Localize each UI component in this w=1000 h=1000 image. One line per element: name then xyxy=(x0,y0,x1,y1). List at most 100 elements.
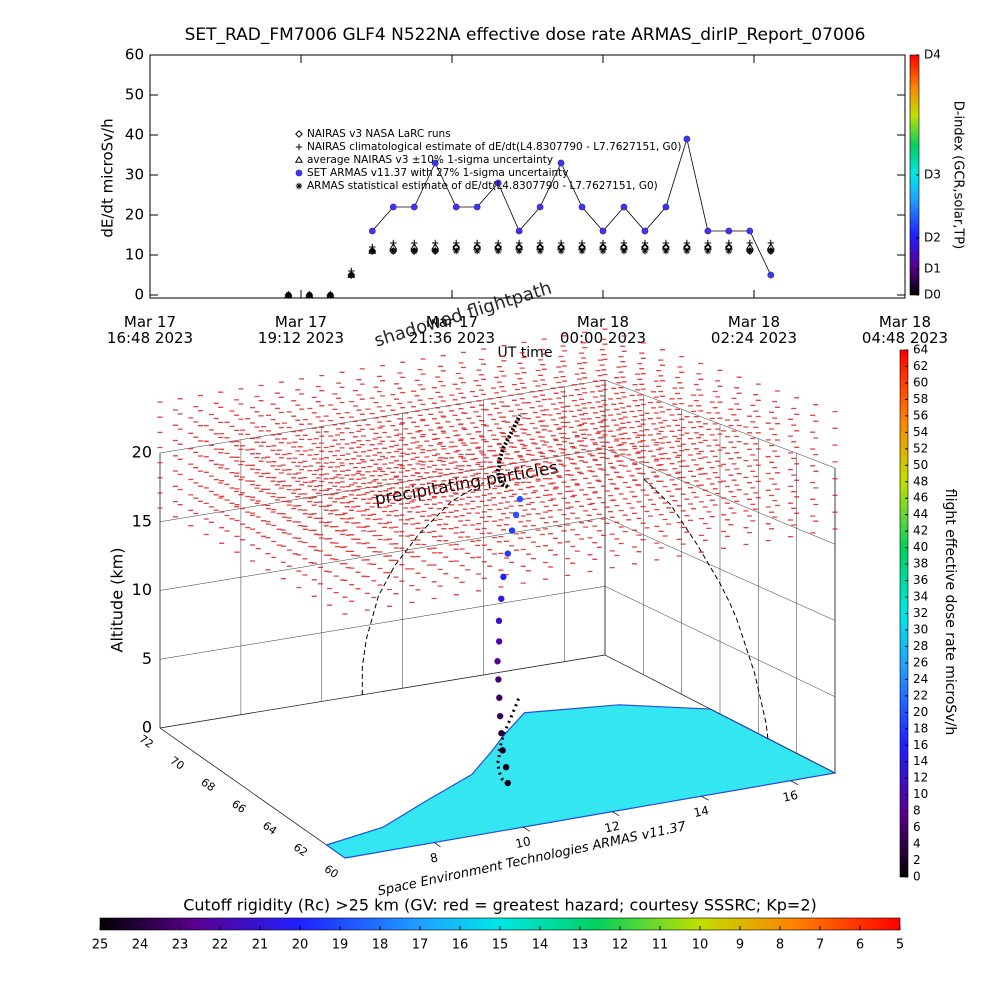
x-tick-label: Mar 18 00:00 2023 xyxy=(560,313,646,347)
data-point xyxy=(578,203,586,211)
legend-marker xyxy=(295,130,303,138)
data-point xyxy=(641,247,649,255)
colorbar-tick-label: 9 xyxy=(736,938,744,953)
data-point xyxy=(390,247,397,255)
x-tick-label: 8 xyxy=(429,850,439,865)
data-point xyxy=(599,227,607,235)
colorbar-tick-label: 62 xyxy=(913,359,928,373)
data-point xyxy=(494,179,502,187)
flight-point xyxy=(494,658,501,665)
colorbar-tick-label: 17 xyxy=(412,938,429,953)
data-point xyxy=(767,271,775,279)
x-tick-label: Mar 18 02:24 2023 xyxy=(711,313,797,347)
z-tick-label: 5 xyxy=(142,649,152,668)
data-point xyxy=(452,247,460,255)
y-tick-label: 0 xyxy=(134,286,144,304)
grid-line xyxy=(159,517,606,591)
data-point xyxy=(431,159,439,167)
colorbar-tick-label: 0 xyxy=(913,870,921,884)
chart-title: SET_RAD_FM7006 GLF4 N522NA effective dos… xyxy=(185,25,866,45)
data-point xyxy=(285,291,292,299)
colorbar-tick-label: 20 xyxy=(913,705,928,719)
colorbar-tick-label: 4 xyxy=(913,837,921,851)
colorbar-tick-label: D1 xyxy=(924,262,941,276)
flight-point xyxy=(498,595,505,602)
legend-label: SET ARMAS v11.37 with 27% 1-sigma uncert… xyxy=(307,167,569,179)
legend-label: average NAIRAS v3 ±10% 1-sigma uncertain… xyxy=(307,154,553,166)
legend-label: ARMAS statistical estimate of dE/dt(L4.8… xyxy=(307,180,658,192)
data-point xyxy=(515,227,523,235)
z-tick-label: 15 xyxy=(132,511,152,530)
flight-point xyxy=(508,527,516,534)
x-axis-label: UT time xyxy=(498,345,553,361)
colorbar-tick-label: 54 xyxy=(913,425,928,439)
colorbar-tick-label: 24 xyxy=(913,672,928,686)
colorbar-label: Cutoff rigidity (Rc) >25 km (GV: red = g… xyxy=(183,896,817,915)
data-point xyxy=(557,159,565,167)
data-point xyxy=(452,203,460,211)
data-point xyxy=(473,247,481,255)
colorbar-tick-label: 12 xyxy=(612,938,629,953)
colorbar-tick-label: 23 xyxy=(172,938,189,953)
x-tick-label: 10 xyxy=(514,834,532,851)
flight-point xyxy=(495,638,503,645)
precipitation-field xyxy=(157,328,838,615)
data-point xyxy=(725,227,733,235)
data-point xyxy=(746,227,754,235)
colorbar-label: D-index (GCR,solar,TP) xyxy=(951,101,966,249)
data-point xyxy=(536,247,544,255)
colorbar-tick-label: 8 xyxy=(776,938,784,953)
x-tick-label: 16 xyxy=(781,788,799,805)
colorbar-tick-label: 28 xyxy=(913,639,928,653)
colorbar-tick-label: D3 xyxy=(924,168,941,182)
flight-point xyxy=(498,730,505,737)
colorbar-tick-label: D4 xyxy=(924,48,941,62)
colorbar-tick-label: 50 xyxy=(913,458,928,472)
colorbar-tick-label: 14 xyxy=(913,754,928,768)
colorbar-tick-label: 36 xyxy=(913,573,928,587)
x-tick xyxy=(433,842,441,848)
data-point xyxy=(662,247,670,255)
data-point xyxy=(767,247,774,255)
data-point xyxy=(683,135,691,143)
colorbar-tick-label: 18 xyxy=(913,721,928,735)
colorbar-tick-label: 6 xyxy=(913,820,921,834)
colorbar-tick-label: 40 xyxy=(913,540,928,554)
legend-label: NAIRAS climatological estimate of dE/dt(… xyxy=(307,141,681,153)
colorbar-tick-label: 16 xyxy=(452,938,469,953)
data-point xyxy=(368,227,376,235)
colorbar-tick-label: 25 xyxy=(92,938,109,953)
colorbar-tick-label: 34 xyxy=(913,590,928,604)
colorbar-tick-label: 14 xyxy=(532,938,549,953)
colorbar-tick-label: 46 xyxy=(913,491,928,505)
flight-point xyxy=(500,573,507,581)
y-tick-label: 60 xyxy=(125,46,144,64)
z-tick-label: 10 xyxy=(132,580,152,599)
data-point xyxy=(641,227,649,235)
axis-line xyxy=(159,727,346,859)
colorbar-tick-label: 48 xyxy=(913,474,928,488)
colorbar-tick-label: D0 xyxy=(924,288,941,302)
data-point xyxy=(536,203,544,211)
x-tick-label: Mar 17 19:12 2023 xyxy=(258,313,344,347)
data-point xyxy=(557,247,565,255)
flight-point xyxy=(499,747,506,754)
colorbar-tick-label: 32 xyxy=(913,606,928,620)
colorbar-tick-label: 21 xyxy=(252,938,269,953)
data-point xyxy=(348,271,355,279)
flight-point xyxy=(502,764,510,771)
data-point xyxy=(432,247,439,255)
grid-line xyxy=(159,586,606,660)
colorbar-label: flight effective dose rate microSv/h xyxy=(942,489,958,735)
data-point xyxy=(306,291,313,299)
data-point xyxy=(578,247,586,255)
colorbar-tick-label: 60 xyxy=(913,375,928,389)
x-tick-label: Mar 17 21:36 2023 xyxy=(409,313,495,347)
data-point xyxy=(599,247,607,255)
flight-point xyxy=(504,550,512,557)
y-tick-label: 30 xyxy=(125,166,144,184)
y-axis-label: dE/dt microSv/h xyxy=(99,118,117,237)
colorbar-tick-label: 56 xyxy=(913,408,928,422)
flight-point xyxy=(495,617,503,625)
